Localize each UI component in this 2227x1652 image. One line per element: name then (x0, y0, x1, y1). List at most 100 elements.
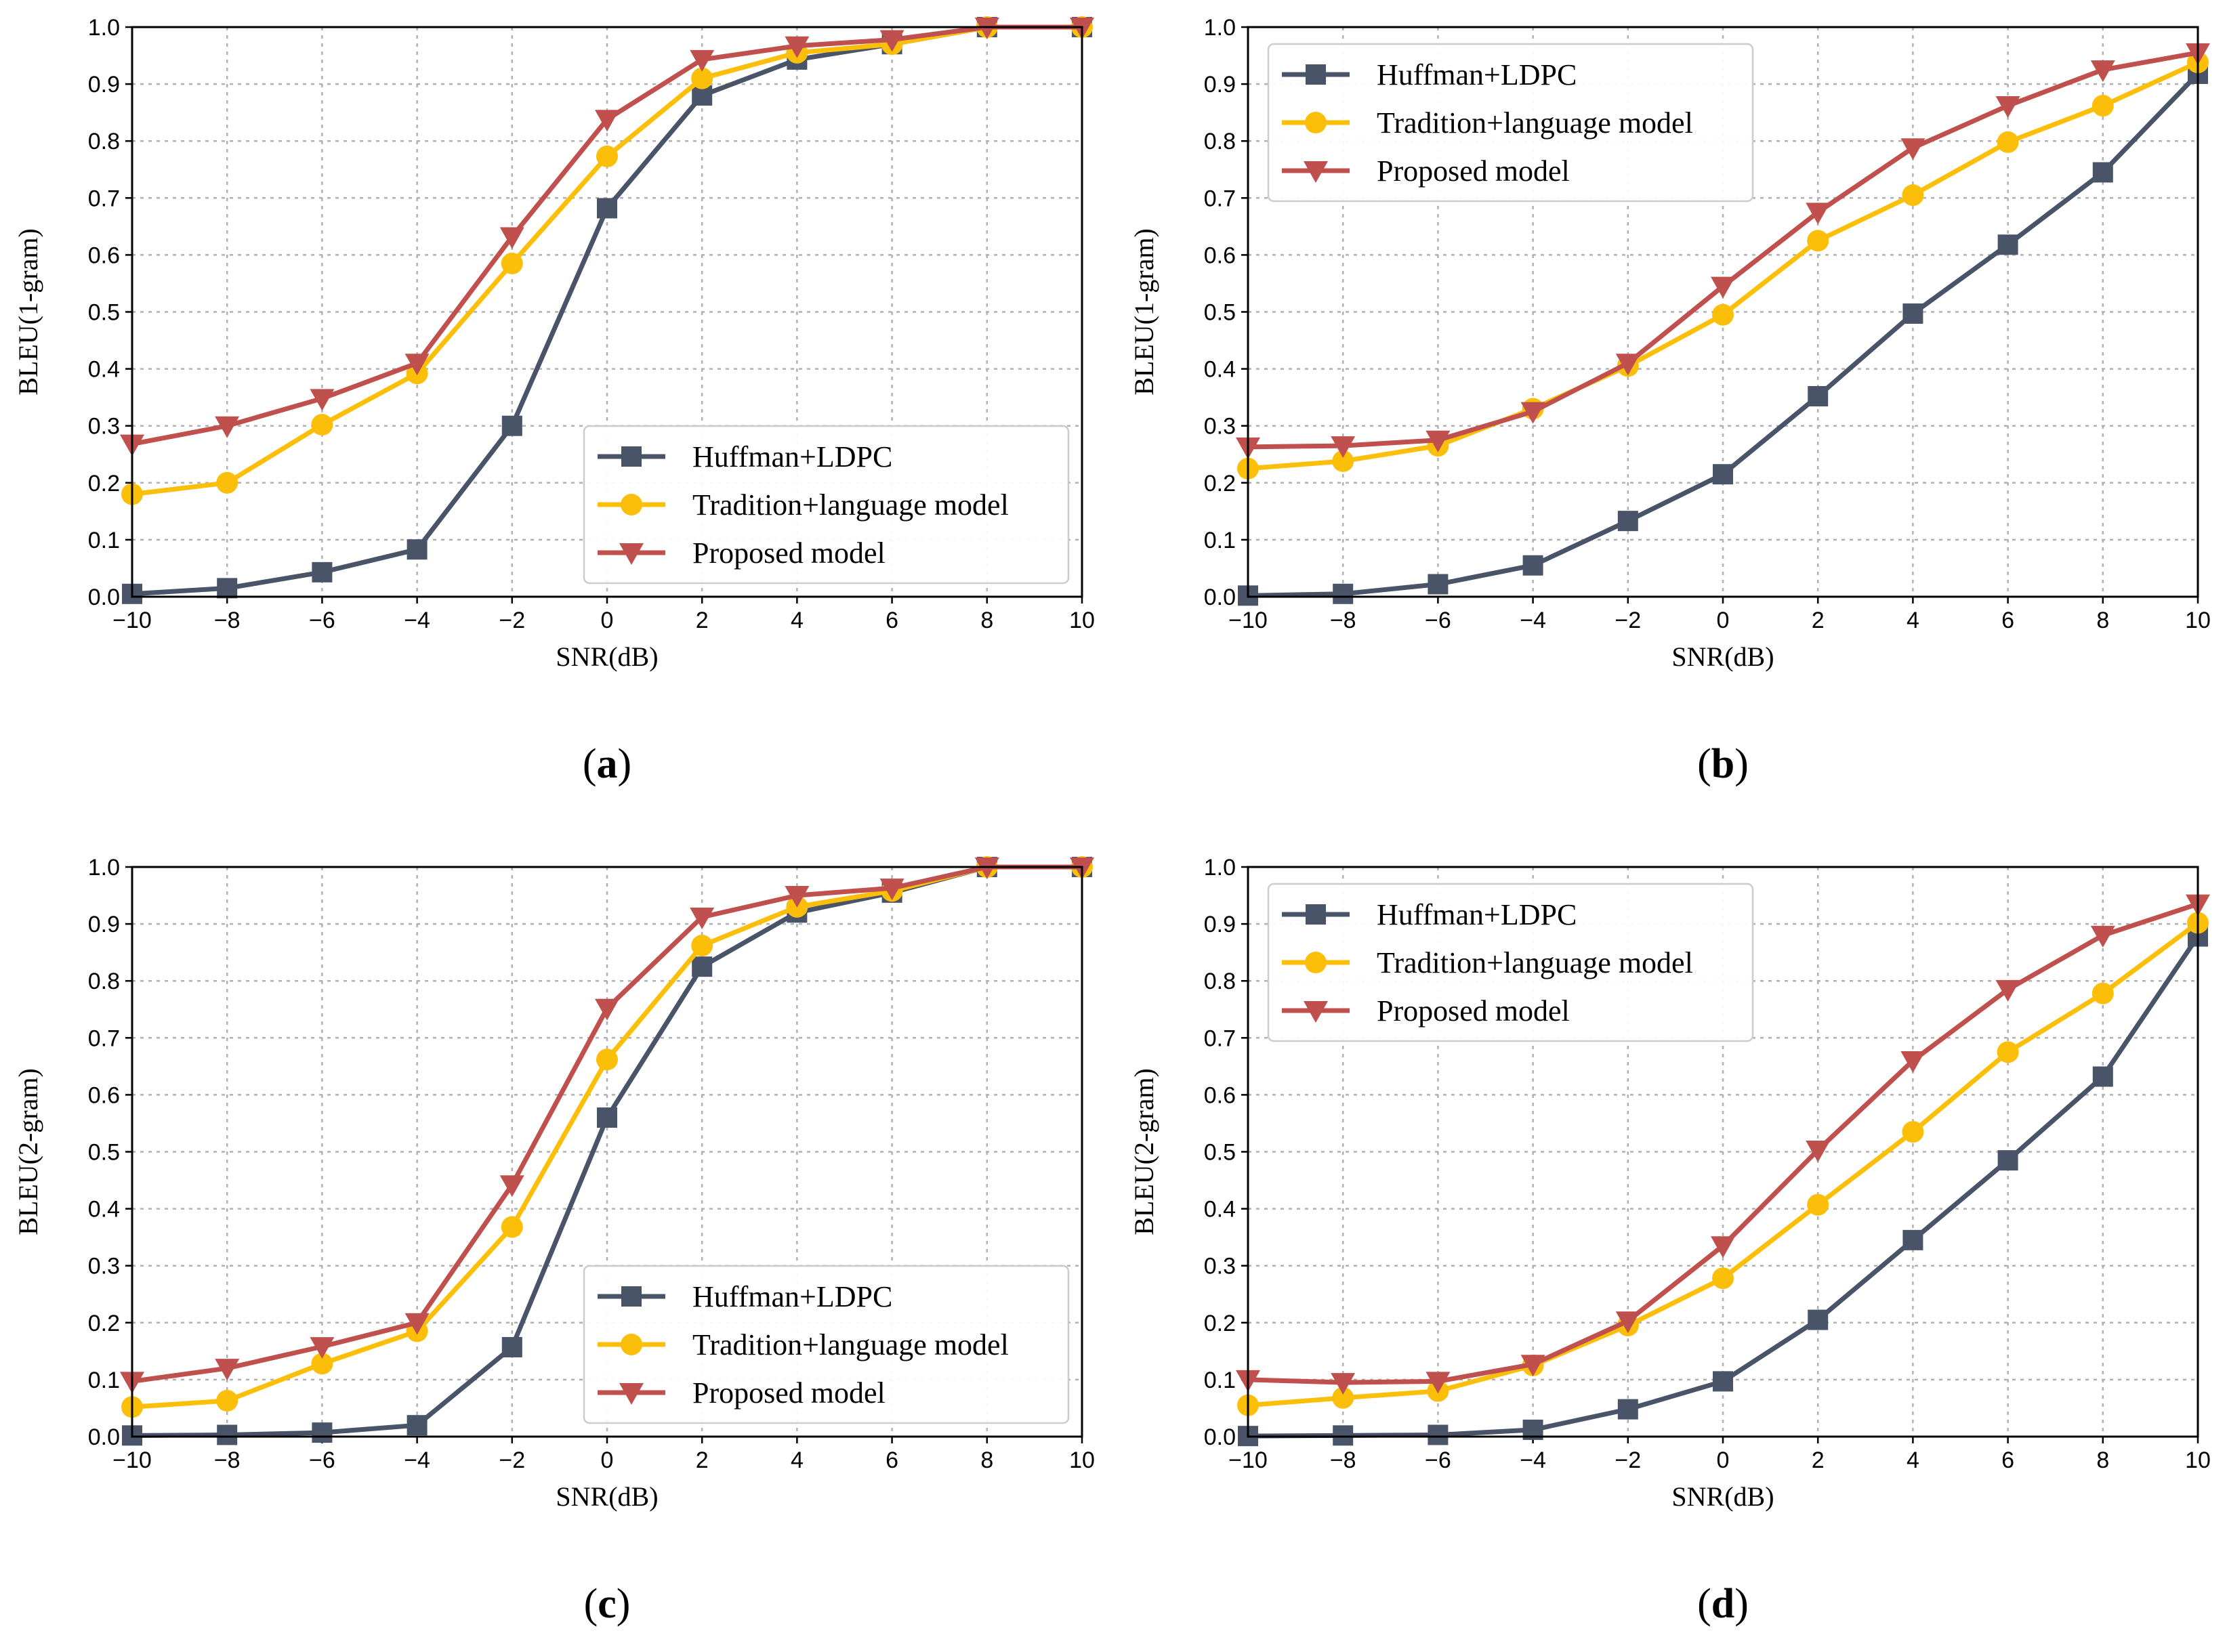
x-tick-label: 6 (2001, 1447, 2014, 1473)
data-point (879, 30, 904, 52)
panel-caption: (c) (584, 1581, 631, 1627)
y-tick-label: 0.7 (88, 1025, 120, 1051)
data-point (1997, 1041, 2019, 1063)
panel-b-series-2 (1236, 43, 2210, 459)
panel-caption: (b) (1697, 741, 1749, 787)
data-point (2092, 1066, 2113, 1087)
panel-c-axes-frame (131, 866, 1083, 1438)
data-point (407, 539, 428, 560)
y-tick-label: 0.4 (88, 357, 120, 383)
x-tick-label: 6 (886, 1447, 898, 1473)
panel-c-series-2 (120, 857, 1094, 1394)
data-point (595, 998, 619, 1021)
data-point (501, 1216, 523, 1238)
y-tick-label: 0.0 (1204, 1424, 1236, 1450)
y-tick-label: 0.7 (1204, 1025, 1236, 1051)
y-tick-label: 0.1 (88, 528, 120, 553)
y-tick-label: 0.6 (1204, 242, 1236, 268)
data-point (1333, 1425, 1354, 1446)
legend-entry: Tradition+language model (598, 488, 1009, 522)
data-point (499, 1175, 524, 1198)
legend-entry: Proposed model (1282, 154, 1570, 188)
x-tick-label: 10 (2185, 608, 2211, 633)
x-tick-label: −6 (1425, 608, 1451, 633)
data-point (2091, 95, 2114, 117)
x-tick-label: 8 (2096, 608, 2109, 633)
data-point (312, 1422, 333, 1443)
legend-label: Huffman+LDPC (1377, 898, 1577, 931)
x-tick-label: −2 (1615, 1447, 1641, 1473)
legend-label: Proposed model (1377, 154, 1570, 188)
y-tick-label: 0.2 (1204, 471, 1236, 496)
data-point (1995, 979, 2020, 1002)
x-tick-label: 0 (1717, 1447, 1730, 1473)
legend-marker (621, 1286, 642, 1307)
legend-marker (1306, 904, 1326, 925)
legend-box (1267, 883, 1754, 1042)
x-tick-label: 8 (2096, 1447, 2109, 1473)
legend-entry: Proposed model (598, 1376, 886, 1410)
x-tick-label: −10 (1228, 1447, 1268, 1473)
data-point (1807, 230, 1829, 252)
data-point (1425, 430, 1451, 452)
data-point (1713, 1371, 1733, 1392)
y-tick-label: 0.9 (88, 912, 120, 937)
data-point (1615, 354, 1640, 376)
data-point (407, 1415, 428, 1436)
data-point (1522, 555, 1543, 576)
x-tick-label: 6 (886, 608, 898, 633)
x-axis-label: SNR(dB) (1671, 641, 1774, 672)
data-point (597, 198, 617, 219)
x-tick-label: 2 (696, 1447, 709, 1473)
y-tick-label: 0.8 (88, 969, 120, 994)
y-axis-label: BLEU(2-gram) (1129, 1068, 1159, 1235)
data-point (2092, 162, 2113, 183)
y-tick-label: 0.2 (88, 1311, 120, 1336)
x-tick-label: 6 (2001, 608, 2014, 633)
legend-marker (621, 494, 642, 515)
y-tick-label: 0.2 (1204, 1311, 1236, 1336)
data-point (690, 49, 715, 72)
data-point (691, 935, 713, 957)
data-point (1332, 1386, 1354, 1409)
legend-label: Huffman+LDPC (692, 1280, 892, 1313)
y-tick-label: 0.4 (1204, 357, 1236, 383)
panel-d-legend: Huffman+LDPC Tradition+language model Prop… (1267, 883, 1754, 1042)
data-point (1902, 1229, 1923, 1250)
x-tick-label: −4 (404, 608, 430, 633)
data-point (217, 578, 238, 599)
x-tick-label: −2 (499, 1447, 525, 1473)
x-tick-label: −4 (1520, 1447, 1546, 1473)
data-point (1806, 1140, 1831, 1162)
data-point (879, 878, 904, 901)
y-tick-label: 0.7 (1204, 186, 1236, 211)
panel-a: −10 −8 −6 −4 −2 0 2 4 6 8 10 0.0 0.1 0.2 0.3 0.4 0.5 0.6 0… (13, 15, 1095, 787)
x-tick-label: −8 (1330, 1447, 1356, 1473)
panel-a-axes-frame (131, 26, 1083, 598)
panel-a-legend: Huffman+LDPC Tradition+language model Prop… (583, 425, 1070, 585)
legend-entry: Tradition+language model (1282, 946, 1693, 979)
legend-entry: Huffman+LDPC (1282, 898, 1577, 931)
y-tick-label: 0.9 (1204, 72, 1236, 98)
data-point (501, 1336, 522, 1357)
y-tick-label: 0.4 (1204, 1197, 1236, 1223)
data-point (1331, 436, 1356, 459)
data-point (974, 18, 999, 39)
data-point (1997, 234, 2018, 255)
data-point (1428, 574, 1449, 595)
x-tick-label: 2 (1812, 1447, 1825, 1473)
legend-label: Proposed model (1377, 994, 1570, 1028)
data-point (310, 1337, 335, 1359)
x-tick-label: −8 (214, 1447, 241, 1473)
x-tick-label: 10 (2185, 1447, 2211, 1473)
y-tick-label: 1.0 (88, 15, 120, 41)
data-point (499, 227, 524, 249)
legend-box (1267, 43, 1754, 203)
y-tick-label: 0.8 (1204, 129, 1236, 154)
x-tick-label: −6 (1425, 1447, 1451, 1473)
panel-b-axes-frame (1247, 26, 2199, 598)
panel-caption: (a) (583, 741, 631, 787)
y-tick-label: 0.9 (1204, 912, 1236, 937)
data-point (1711, 276, 1735, 299)
data-point (1808, 1309, 1829, 1330)
